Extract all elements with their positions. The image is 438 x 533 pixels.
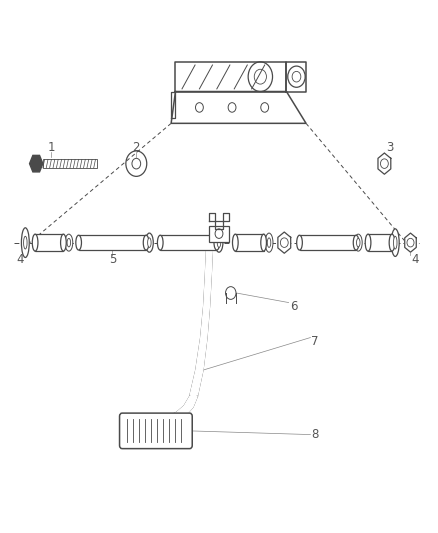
Ellipse shape: [24, 236, 27, 249]
Polygon shape: [278, 232, 291, 253]
Text: 4: 4: [16, 253, 23, 265]
Ellipse shape: [60, 234, 66, 251]
Bar: [79, 235, 146, 250]
Polygon shape: [405, 233, 416, 252]
Ellipse shape: [214, 235, 219, 250]
Ellipse shape: [21, 228, 29, 257]
Ellipse shape: [265, 233, 273, 252]
Ellipse shape: [76, 235, 81, 250]
Ellipse shape: [217, 238, 221, 247]
Polygon shape: [29, 156, 43, 172]
Polygon shape: [378, 153, 391, 174]
Ellipse shape: [353, 235, 359, 250]
Ellipse shape: [215, 233, 223, 252]
Text: 5: 5: [109, 253, 116, 265]
Text: 7: 7: [311, 335, 318, 348]
Bar: [35, 234, 64, 251]
Polygon shape: [176, 62, 286, 92]
Text: 3: 3: [386, 141, 394, 154]
Text: 6: 6: [290, 300, 297, 313]
Polygon shape: [171, 92, 176, 118]
Ellipse shape: [32, 234, 38, 251]
Polygon shape: [143, 397, 197, 423]
Ellipse shape: [297, 235, 302, 250]
Ellipse shape: [145, 233, 153, 252]
Polygon shape: [286, 62, 306, 92]
Ellipse shape: [65, 234, 73, 251]
Ellipse shape: [393, 236, 397, 249]
Ellipse shape: [354, 234, 362, 251]
Ellipse shape: [143, 235, 149, 250]
Bar: [368, 234, 392, 251]
Ellipse shape: [261, 234, 266, 251]
Bar: [160, 235, 217, 250]
Text: 2: 2: [133, 141, 140, 154]
Text: 4: 4: [411, 253, 419, 265]
FancyBboxPatch shape: [120, 413, 192, 449]
Ellipse shape: [67, 238, 71, 247]
Polygon shape: [209, 214, 229, 229]
Ellipse shape: [357, 238, 360, 247]
Bar: [209, 225, 229, 241]
Ellipse shape: [365, 234, 371, 251]
Ellipse shape: [233, 234, 238, 251]
Bar: [300, 235, 356, 250]
Polygon shape: [190, 245, 212, 397]
Ellipse shape: [267, 238, 271, 247]
Bar: [43, 159, 97, 168]
Bar: [235, 234, 264, 251]
Ellipse shape: [148, 238, 151, 247]
Text: 8: 8: [311, 428, 318, 441]
Polygon shape: [171, 92, 306, 123]
Ellipse shape: [389, 234, 395, 251]
Text: 1: 1: [48, 141, 55, 154]
Ellipse shape: [157, 235, 163, 250]
Ellipse shape: [391, 229, 399, 256]
